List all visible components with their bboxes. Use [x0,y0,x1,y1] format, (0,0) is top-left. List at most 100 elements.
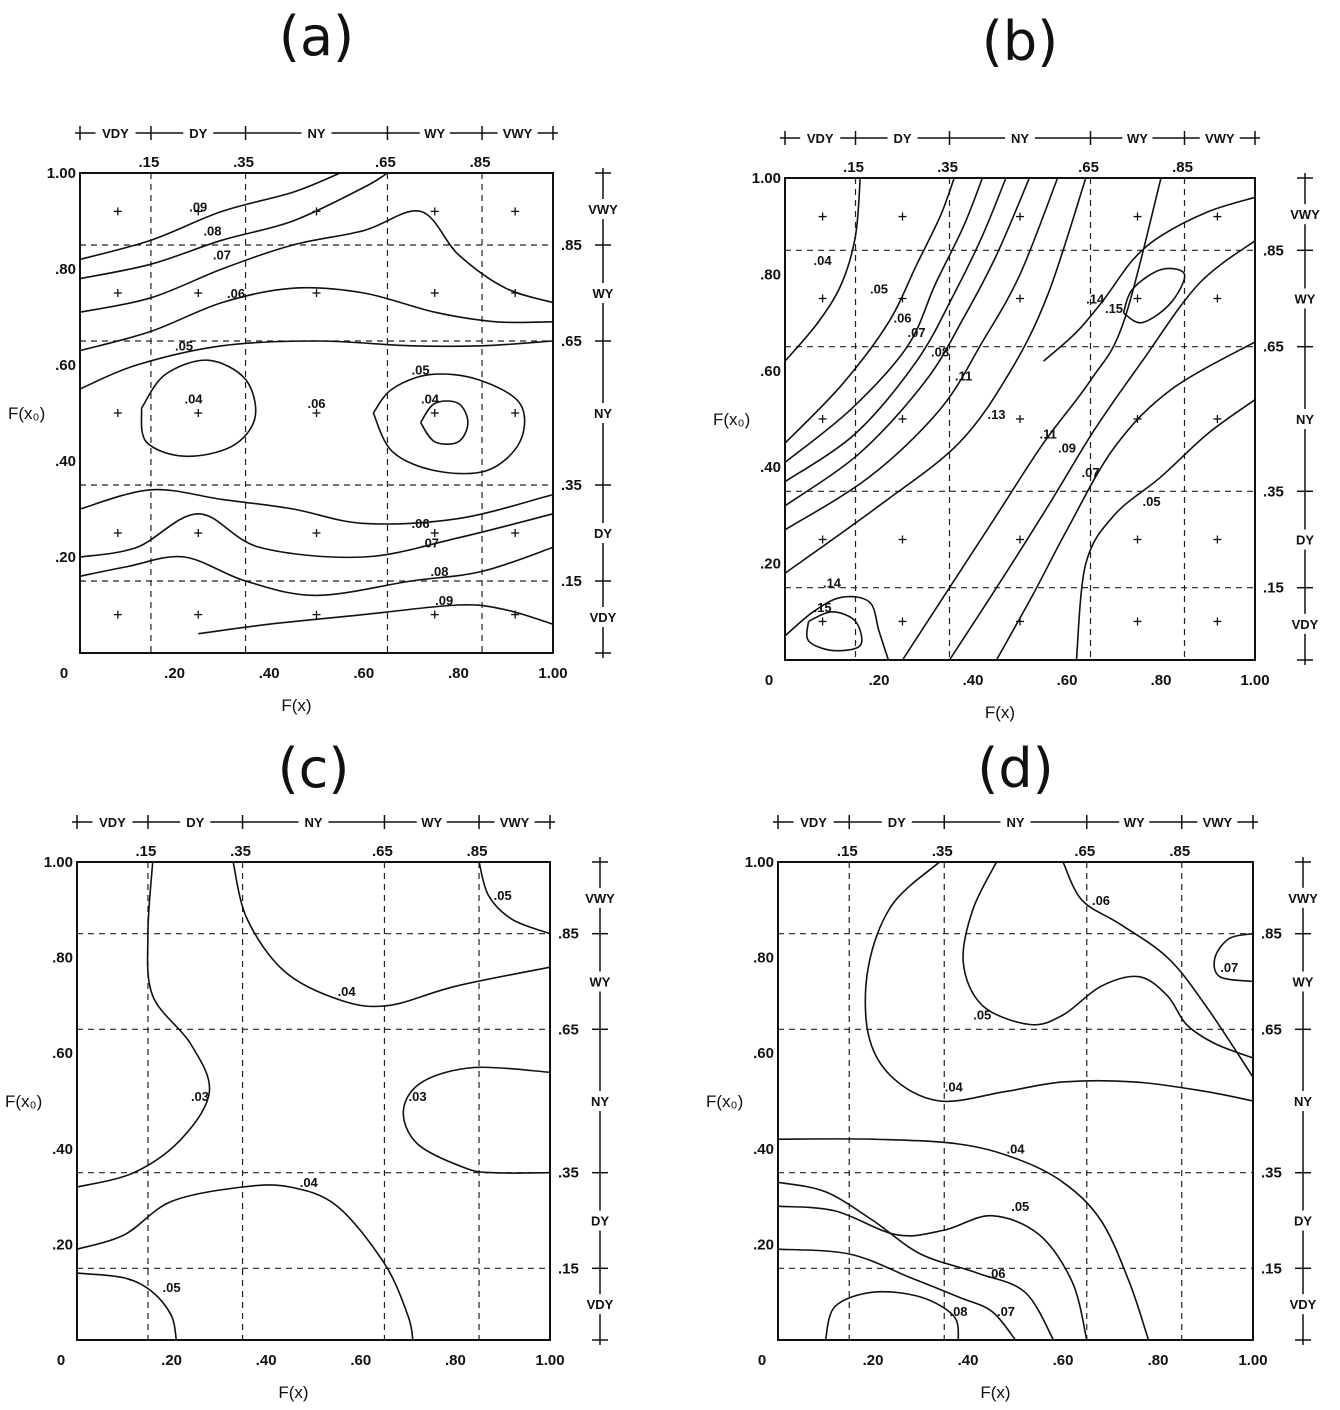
right-class-bg [581,403,625,423]
contour-line [79,286,554,352]
top-class-bg [95,124,136,142]
panel-title: (b) [982,10,1058,73]
sample-point-marker [194,289,203,297]
contour-label: .07 [213,247,231,262]
contour-label: .09 [1058,441,1076,456]
y-tick-label: .40 [55,453,76,470]
panel-title: (c) [278,737,350,800]
contour-line [79,340,554,390]
top-boundary-label: .85 [1169,843,1190,860]
right-class-label: WY [1295,292,1316,307]
top-boundary-label: .85 [1172,159,1193,176]
x-tick-label: 1.00 [535,1352,564,1369]
contour-line [76,1272,178,1341]
contour-line [1213,932,1254,983]
contour-line [76,1184,414,1341]
top-class-bg [419,124,450,142]
contour-label: .04 [421,391,440,406]
contour-label: .05 [870,282,888,297]
right-class-bg [578,1091,622,1111]
x-tick-label: .60 [353,665,374,682]
top-class-label: VDY [99,815,126,830]
contour-line [805,610,863,652]
sample-point-marker [1133,212,1142,221]
top-boundary-label: .15 [136,843,157,860]
right-class-bg [1283,409,1327,429]
top-boundary-label: .15 [837,843,858,860]
contour-label: .11 [1040,426,1057,441]
contour-label: .15 [814,600,832,615]
top-boundary-label: .35 [932,843,953,860]
x-tick-label: .60 [350,1352,371,1369]
sample-point-marker [898,535,907,544]
sample-point-marker [1133,617,1142,626]
top-class-bg [298,813,329,831]
contour-line [478,861,551,935]
x-tick-label: 0 [57,1352,65,1369]
contour-label: .05 [494,888,512,903]
right-boundary-label: .35 [558,1165,579,1182]
contour-line [784,177,1031,507]
contour-label: .14 [823,576,842,591]
right-class-bg [581,283,625,303]
x-tick-label: 1.00 [1240,672,1269,689]
x-axis-label: F(x) [281,696,311,715]
contour-label: .05 [163,1280,181,1295]
contour-label: .06 [893,311,911,326]
right-class-bg [578,1210,622,1231]
contour-line [1075,399,1256,661]
right-boundary-label: .85 [1261,926,1282,943]
x-axis-label: F(x) [980,1383,1010,1402]
y-tick-label: .60 [55,357,76,374]
top-class-label: VDY [800,815,827,830]
sample-point-marker [1016,212,1024,221]
right-boundary-label: .15 [558,1260,579,1277]
contour-line [995,341,1256,661]
y-tick-label: .20 [760,556,781,573]
sample-point-marker [1133,294,1142,303]
contour-label: .06 [227,286,245,301]
top-boundary-label: .85 [467,843,488,860]
x-tick-label: .20 [869,672,890,689]
y-axis-label: F(x₀) [8,404,45,423]
sample-point-marker [194,610,203,619]
right-boundary-label: .65 [1261,1021,1282,1038]
contour-line [777,1181,1055,1341]
right-boundary-label: .15 [1261,1260,1282,1277]
y-tick-label: .60 [753,1045,774,1062]
top-class-label: NY [304,815,322,830]
sample-point-marker [312,409,321,417]
y-tick-label: .80 [52,950,73,967]
top-class-label: DY [189,126,207,141]
contour-label: .15 [1105,301,1123,316]
contour-label: .06 [1092,893,1110,908]
top-class-bg [416,813,447,831]
top-class-label: WY [421,815,442,830]
y-tick-label: .80 [55,261,76,278]
contour-label: .04 [300,1175,319,1190]
contour-label: .09 [435,593,453,608]
right-class-bg [1283,529,1327,550]
top-class-bg [887,129,918,147]
right-class-bg [581,523,625,543]
y-tick-label: .20 [52,1236,73,1253]
right-boundary-label: .35 [561,477,582,494]
contour-label: .07 [421,535,439,550]
right-class-bg [578,887,622,908]
sample-point-marker [113,409,122,417]
top-class-label: DY [186,815,204,830]
contour-line [777,1205,1088,1341]
sample-point-marker [194,409,203,417]
y-tick-label: .60 [760,363,781,380]
right-class-bg [1283,613,1327,634]
panel-title: (a) [279,5,354,68]
contour-label: .07 [1081,465,1099,480]
x-tick-label: 1.00 [1238,1352,1267,1369]
sample-point-marker [430,610,439,619]
sample-point-marker [511,207,520,216]
top-class-label: VWY [503,126,533,141]
x-axis-label: F(x) [278,1383,308,1402]
contour-line [1062,861,1254,1078]
right-class-label: WY [593,286,614,301]
contour-line [784,177,955,444]
